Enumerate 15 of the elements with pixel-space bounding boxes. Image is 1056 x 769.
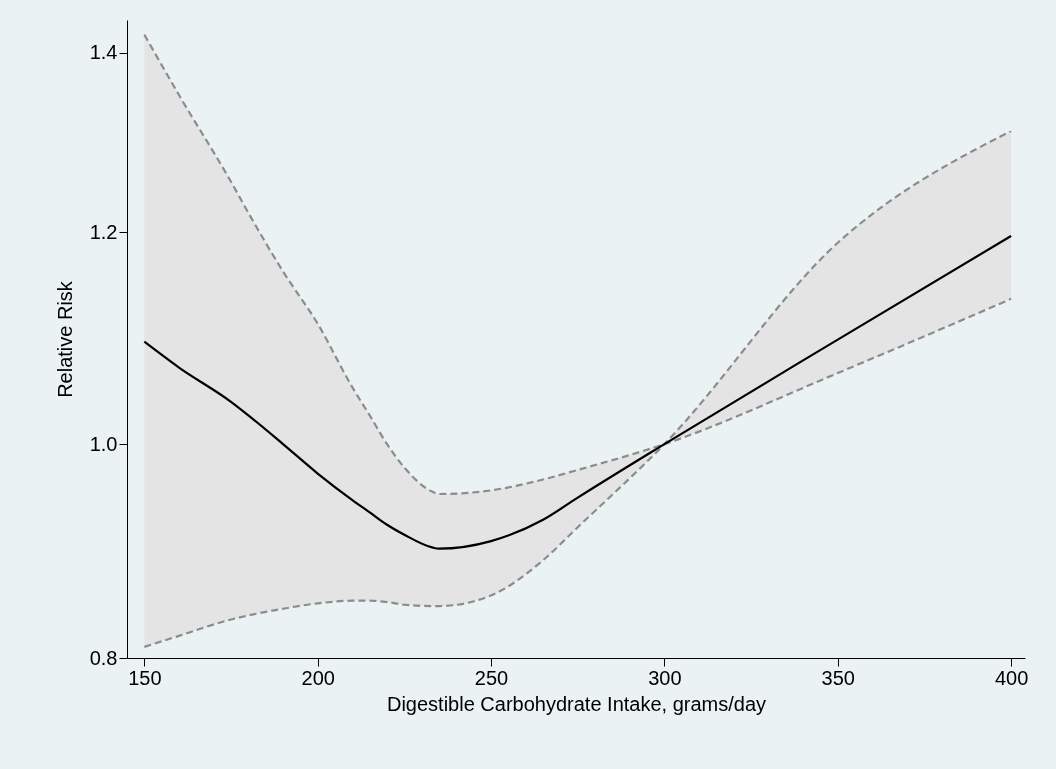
y-tick-label: 0.8	[89, 646, 118, 669]
x-tick-label: 200	[301, 666, 335, 689]
line-series	[143, 33, 1013, 496]
y-tick-label: 1.2	[89, 220, 118, 243]
line-series	[143, 129, 1013, 648]
x-axis-title: Digestible Carbohydrate Intake, grams/day	[386, 692, 767, 715]
x-tick-label: 400	[994, 666, 1029, 689]
x-tick-label: 300	[648, 666, 682, 689]
y-tick-label: 1.4	[89, 41, 118, 64]
y-axis-title: Relative Risk	[53, 280, 76, 398]
x-tick-label: 150	[128, 666, 162, 689]
y-tick-label: 1.0	[89, 432, 118, 455]
line-series	[143, 234, 1013, 550]
x-tick-label: 350	[821, 666, 855, 689]
x-tick-label: 250	[474, 666, 509, 689]
